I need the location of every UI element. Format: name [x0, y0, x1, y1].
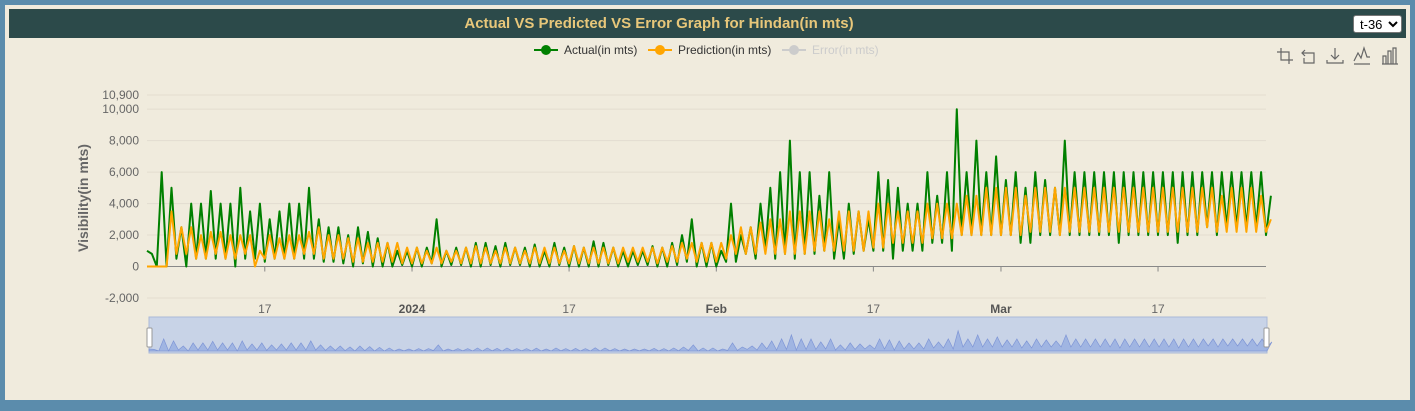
- legend-label: Actual(in mts): [564, 43, 637, 57]
- chart-title: Actual VS Predicted VS Error Graph for H…: [464, 15, 854, 32]
- grid: [147, 94, 1266, 299]
- y-tick-label: 10,900: [102, 88, 139, 102]
- slider-handle-right[interactable]: [1263, 327, 1270, 348]
- toolbox: [1277, 46, 1398, 65]
- y-tick-label: 4,000: [109, 197, 139, 211]
- zoom-icon[interactable]: [1277, 48, 1293, 64]
- zoom-reset-icon-glyph: [1301, 49, 1315, 64]
- y-tick-label: -2,000: [105, 291, 139, 305]
- legend-item-error[interactable]: Error(in mts): [782, 43, 879, 57]
- zoom-reset-icon[interactable]: [1301, 49, 1315, 64]
- bar-chart-icon[interactable]: [1382, 47, 1398, 65]
- series-line-prediction: [147, 186, 1272, 268]
- legend-label: Prediction(in mts): [678, 43, 771, 57]
- datazoom-slider[interactable]: [146, 316, 1273, 354]
- y-tick-label: 2,000: [109, 228, 139, 242]
- line-chart-icon[interactable]: [1353, 46, 1370, 65]
- x-tick-label: Feb: [706, 302, 727, 316]
- x-tick-label: 17: [562, 302, 576, 316]
- legend-marker: [541, 45, 551, 55]
- y-tick-label: 6,000: [109, 165, 139, 179]
- y-tick-label: 8,000: [109, 134, 139, 148]
- zoom-icon-glyph: [1277, 48, 1293, 64]
- x-tick-label: Mar: [990, 302, 1012, 316]
- legend-item-prediction[interactable]: Prediction(in mts): [648, 43, 771, 57]
- download-icon-glyph: [1326, 48, 1344, 64]
- title-bar: Actual VS Predicted VS Error Graph for H…: [9, 9, 1406, 38]
- legend-marker: [655, 45, 665, 55]
- horizon-select[interactable]: t-36: [1353, 15, 1402, 33]
- y-tick-label: 0: [132, 260, 139, 274]
- x-tick-label: 17: [1151, 302, 1165, 316]
- legend-item-actual[interactable]: Actual(in mts): [534, 43, 637, 57]
- x-tick-label: 17: [258, 302, 272, 316]
- y-axis-label: Visibility(in mts): [75, 144, 91, 252]
- legend: Actual(in mts) Prediction(in mts) Error(in…: [534, 43, 879, 57]
- slider-handle-left[interactable]: [146, 327, 153, 348]
- x-axis: 17 2024 17 Feb 17 Mar 17: [258, 266, 1165, 316]
- download-icon[interactable]: [1326, 48, 1344, 64]
- y-tick-label: 10,000: [102, 102, 139, 116]
- x-tick-label: 2024: [399, 302, 426, 316]
- series-group: [146, 108, 1272, 268]
- legend-marker: [789, 45, 799, 55]
- x-tick-label: 17: [867, 302, 881, 316]
- legend-label: Error(in mts): [812, 43, 879, 57]
- bar-chart-icon-glyph: [1382, 47, 1398, 65]
- line-chart-icon-glyph: [1353, 46, 1370, 65]
- slider-preview: [148, 329, 1273, 352]
